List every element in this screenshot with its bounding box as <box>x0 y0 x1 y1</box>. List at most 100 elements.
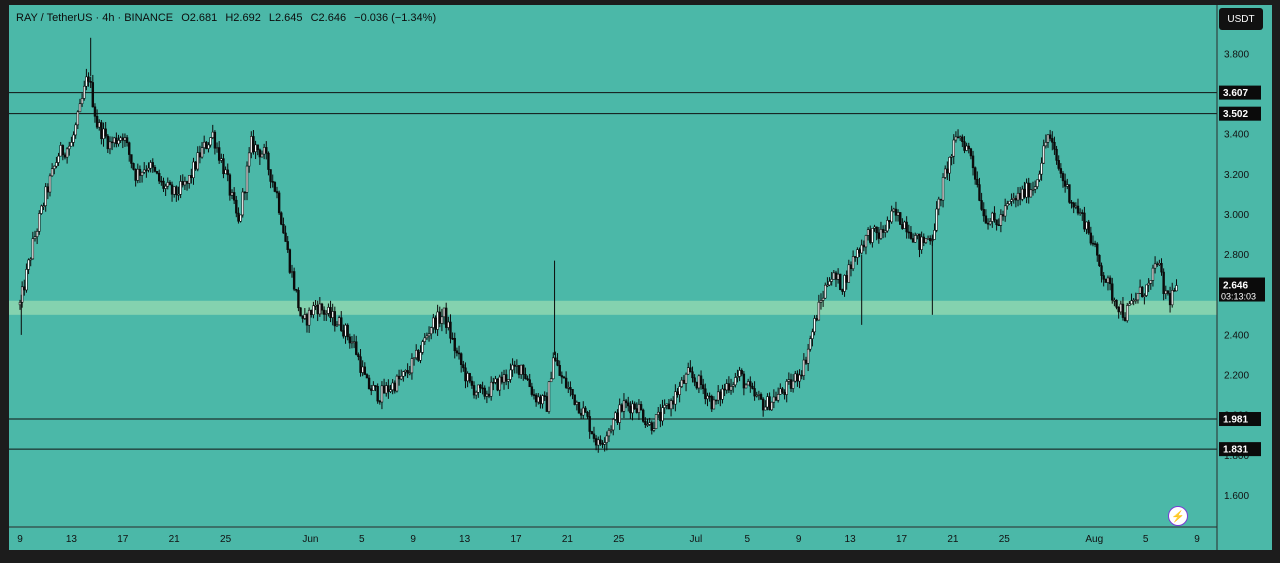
candle-body <box>716 391 720 401</box>
candle-body <box>552 357 555 380</box>
candle-body <box>603 442 606 445</box>
candle-body <box>162 180 165 189</box>
lightning-bolt-icon[interactable]: ⚡ <box>1168 506 1188 526</box>
candle-body <box>108 141 112 150</box>
candle-body <box>729 386 733 391</box>
candle-body <box>27 259 30 270</box>
candle-body <box>80 98 84 105</box>
y-tick-label: 1.800 <box>1224 451 1249 462</box>
candle-body <box>447 321 450 328</box>
candle-body <box>232 192 236 201</box>
x-tick-label: 5 <box>359 534 365 545</box>
candle-body <box>215 147 219 149</box>
candle-body <box>385 385 388 394</box>
candle-body <box>489 381 493 397</box>
candle-body <box>504 374 508 382</box>
candle-body <box>327 307 330 314</box>
candle-body <box>1156 263 1159 266</box>
candle-body <box>164 185 167 189</box>
candle-body <box>764 406 767 411</box>
candle-body <box>584 407 587 413</box>
candle-body <box>444 307 448 328</box>
candle-body <box>235 199 238 214</box>
candle-body <box>1153 263 1157 269</box>
candle-body <box>89 80 92 83</box>
candle-body <box>537 396 540 403</box>
candle-body <box>946 168 949 174</box>
candle-body <box>1057 160 1060 169</box>
candle-body <box>811 331 814 339</box>
candle-body <box>502 374 506 383</box>
candle-body <box>862 244 866 248</box>
candle-body <box>479 384 482 389</box>
candle-body <box>459 353 463 365</box>
candle-body <box>1001 214 1005 217</box>
y-tick-label: 3.000 <box>1224 210 1249 221</box>
candle-body <box>967 145 970 150</box>
x-tick-label: 5 <box>1143 534 1149 545</box>
candle-body <box>800 374 803 377</box>
candle-body <box>393 382 396 392</box>
candle-body <box>200 147 204 158</box>
price-chart[interactable]: 1.6001.8002.0002.2002.4002.6002.8003.000… <box>9 5 1272 550</box>
candle-body <box>136 168 139 181</box>
candle-body <box>620 404 624 412</box>
candles-layer <box>18 37 1178 453</box>
candle-body <box>35 231 39 237</box>
y-tick-label: 1.600 <box>1224 491 1249 502</box>
candle-body <box>519 364 523 375</box>
candle-body <box>434 317 437 330</box>
candle-body <box>787 379 791 382</box>
candle-body <box>982 209 985 217</box>
candle-body <box>1038 173 1041 181</box>
candle-body <box>903 221 906 229</box>
candle-body <box>1093 243 1097 245</box>
candle-body <box>282 224 285 234</box>
candle-body <box>342 330 345 337</box>
candle-body <box>1055 148 1058 161</box>
candle-body <box>436 311 439 330</box>
candle-body <box>633 403 636 409</box>
candle-body <box>370 388 373 391</box>
candle-body <box>1021 188 1024 200</box>
candle-body <box>284 232 287 242</box>
candle-body <box>1085 221 1088 230</box>
candle-body <box>485 393 489 397</box>
candle-body <box>744 384 748 389</box>
chart-frame[interactable]: 1.6001.8002.0002.2002.4002.6002.8003.000… <box>9 5 1272 550</box>
candle-body <box>115 137 118 145</box>
candle-body <box>410 358 414 374</box>
candle-body <box>397 375 401 380</box>
candle-body <box>877 232 881 239</box>
candle-body <box>487 393 491 397</box>
candle-body <box>361 366 364 373</box>
candle-body <box>916 233 919 236</box>
candle-body <box>1010 199 1013 202</box>
candle-body <box>429 327 433 335</box>
candle-body <box>462 364 465 369</box>
candle-body <box>1096 243 1099 256</box>
currency-button[interactable]: USDT <box>1219 8 1263 30</box>
candle-body <box>104 128 107 137</box>
candle-body <box>340 317 343 331</box>
candle-body <box>348 336 352 344</box>
candle-body <box>222 158 225 175</box>
candle-body <box>166 182 169 187</box>
candle-body <box>194 161 197 170</box>
candle-body <box>686 367 690 375</box>
candle-body <box>901 224 904 229</box>
candle-body <box>579 412 583 416</box>
candle-body <box>316 304 319 315</box>
candle-body <box>719 391 722 400</box>
candle-body <box>676 391 679 395</box>
candle-body <box>1134 299 1138 302</box>
candle-body <box>693 377 696 383</box>
candle-body <box>1042 145 1045 164</box>
candle-body <box>1066 184 1069 187</box>
candle-body <box>121 137 125 141</box>
candle-body <box>958 136 962 139</box>
support-zone-layer <box>9 300 1217 315</box>
candle-body <box>1130 300 1133 305</box>
candle-body <box>532 394 536 396</box>
candle-body <box>772 396 776 403</box>
